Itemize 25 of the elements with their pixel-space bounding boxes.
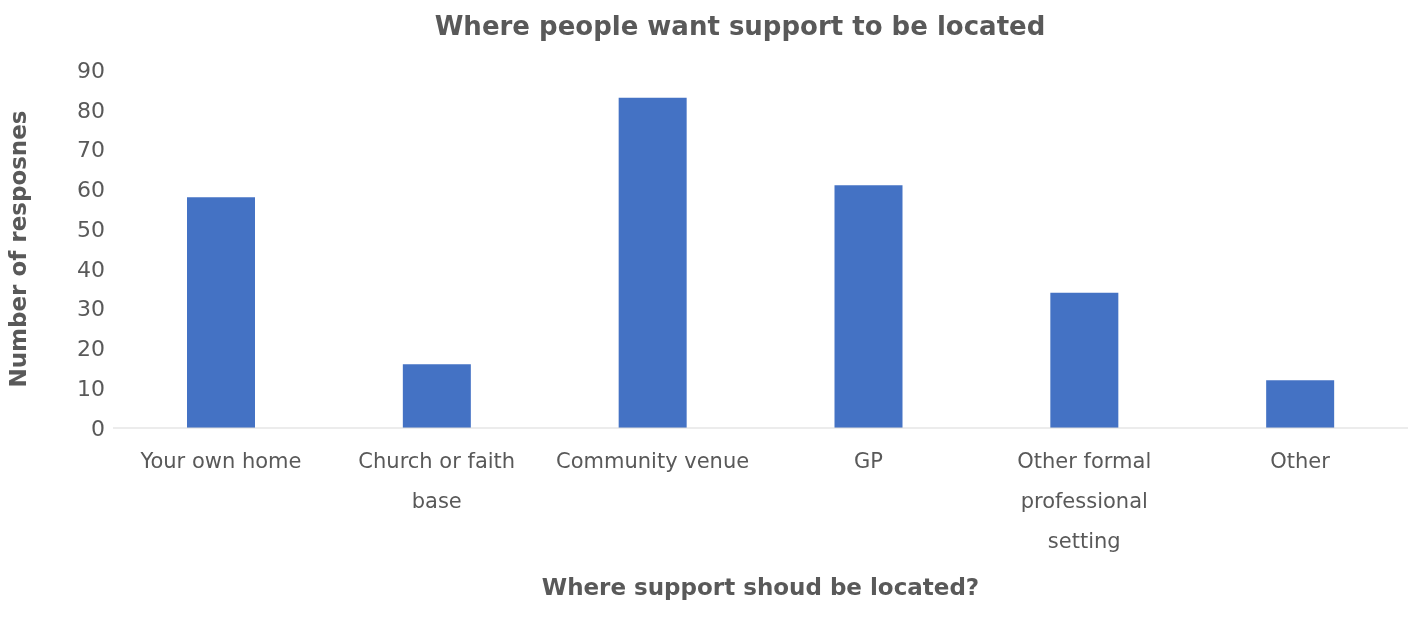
y-tick-label: 10	[77, 376, 105, 402]
y-tick-label: 70	[77, 137, 105, 163]
y-tick-label: 90	[77, 57, 105, 83]
y-axis-title: Number of resposnes	[5, 110, 32, 388]
bar	[834, 185, 903, 428]
x-axis-title: Where support shoud be located?	[541, 574, 980, 600]
y-tick-label: 80	[77, 97, 105, 123]
bar	[402, 364, 471, 428]
y-tick-label: 20	[77, 336, 105, 362]
y-tick-label: 40	[77, 256, 105, 282]
bar	[618, 97, 687, 428]
bar	[1266, 380, 1335, 428]
bar	[1050, 292, 1119, 428]
y-tick-label: 50	[77, 216, 105, 242]
chart-title: Where people want support to be located	[433, 10, 1047, 43]
y-tick-label: 60	[77, 177, 105, 203]
x-tick-label: Community venue	[556, 449, 750, 473]
x-tick-label: Church or faith base	[358, 449, 516, 513]
x-tick-label: Other formal professional setting	[1017, 449, 1152, 553]
x-tick-label: Your own home	[139, 449, 302, 473]
y-tick-label: 0	[91, 415, 105, 441]
y-tick-label: 30	[77, 296, 105, 322]
x-tick-label: Other	[1270, 449, 1331, 473]
x-tick-label: GP	[853, 449, 883, 473]
bar	[187, 197, 255, 428]
